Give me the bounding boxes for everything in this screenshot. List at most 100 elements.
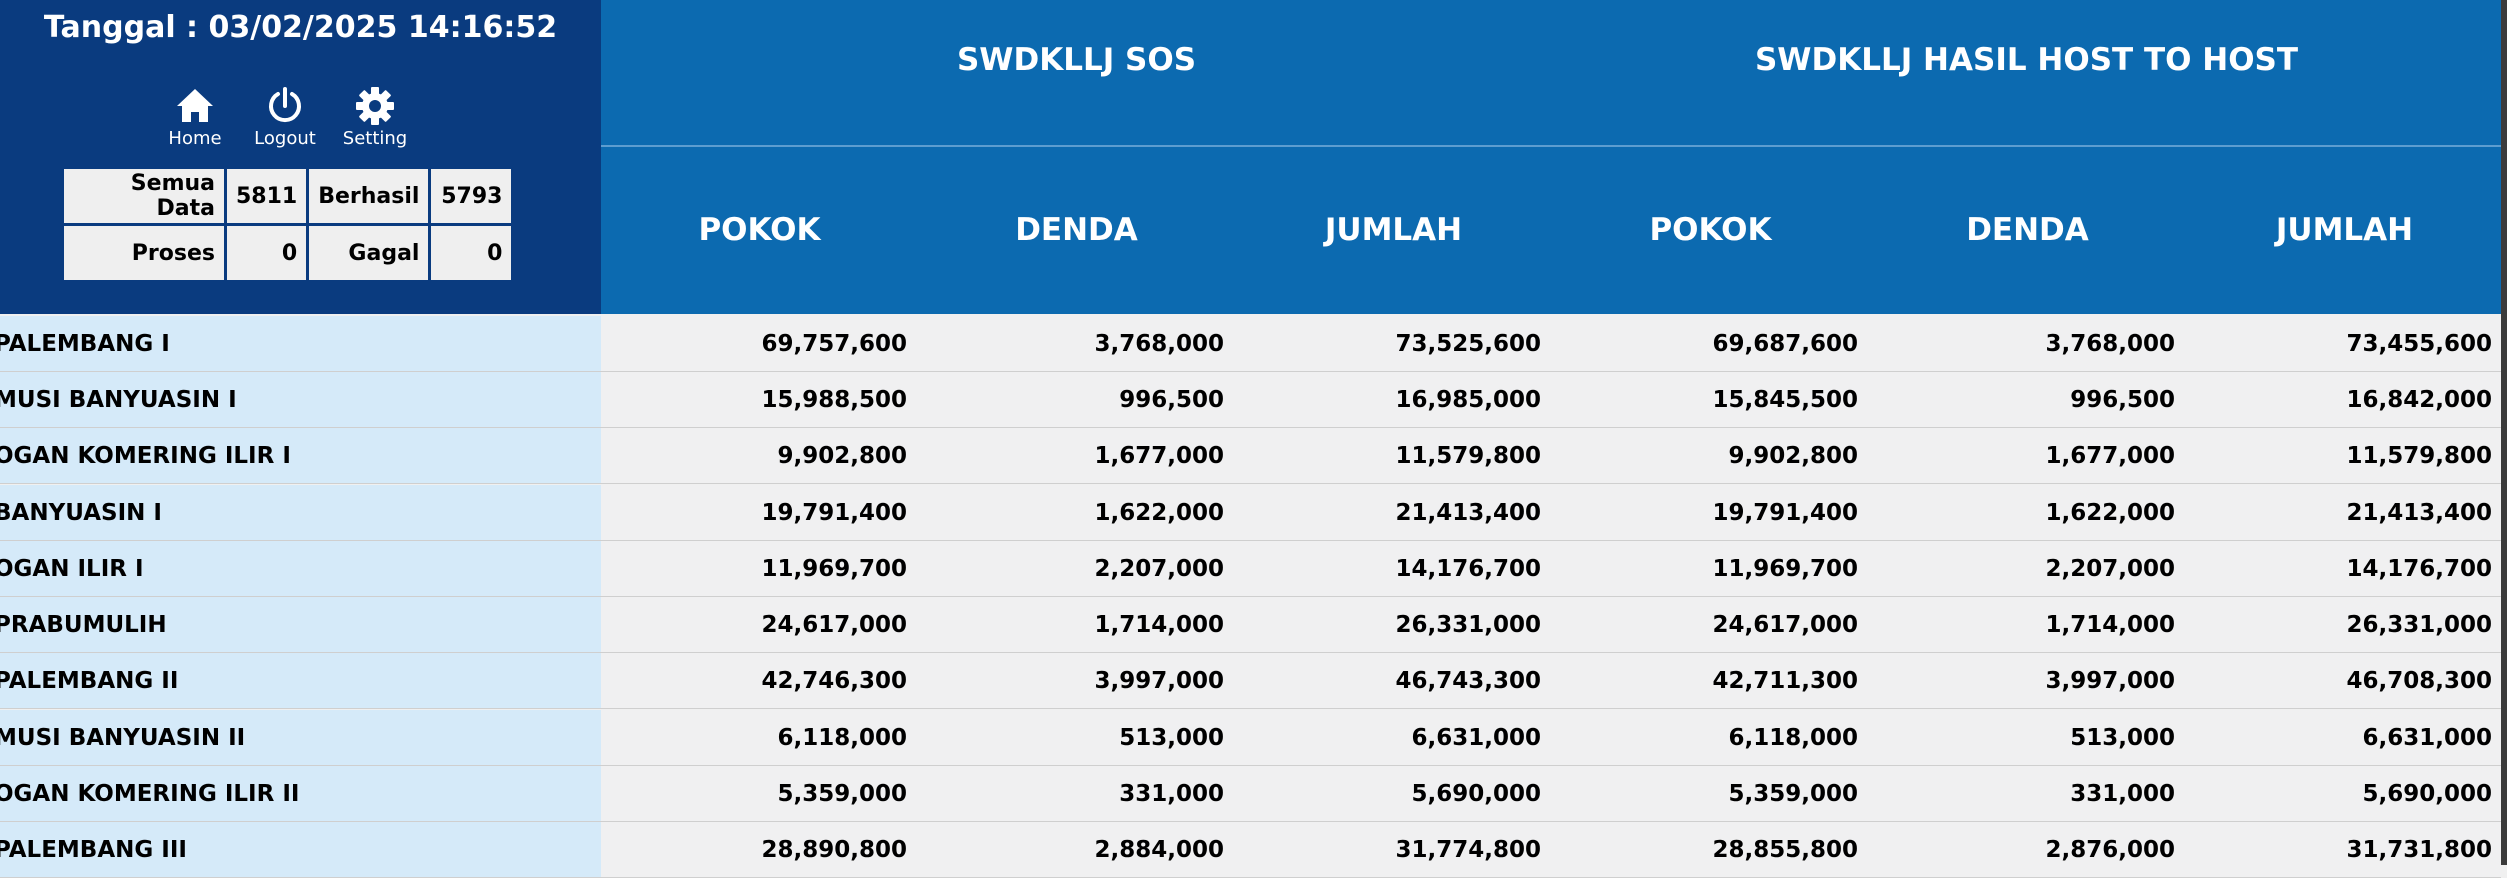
value-cell: 11,579,800	[2346, 443, 2492, 469]
table-row: BANYUASIN I 19,791,400 1,622,000 21,413,400…	[0, 485, 2501, 541]
value-cell: 2,884,000	[1094, 837, 1225, 863]
row-divider	[0, 371, 2501, 372]
value-cell: 46,708,300	[2346, 668, 2492, 694]
datetime-label: Tanggal : 03/02/2025 14:16:52	[43, 10, 558, 45]
value-cells: 28,890,800 2,884,000 31,774,800 28,855,800 2…	[601, 822, 2501, 878]
column-header-denda-sos: DENDA	[1015, 212, 1138, 248]
value-cell: 31,774,800	[1395, 837, 1541, 863]
value-cell: 16,985,000	[1395, 387, 1541, 413]
value-cell: 1,622,000	[1094, 500, 1225, 526]
region-name: PALEMBANG II	[0, 668, 179, 694]
value-cell: 6,631,000	[1411, 725, 1542, 751]
value-cell: 2,207,000	[2045, 556, 2176, 582]
value-cell: 9,902,800	[1728, 443, 1859, 469]
region-name: PALEMBANG III	[0, 837, 187, 863]
region-cell: OGAN KOMERING ILIR I	[0, 428, 601, 484]
value-cell: 1,677,000	[2045, 443, 2176, 469]
value-cell: 996,500	[1119, 387, 1224, 413]
stat-value-gagal: 0	[431, 226, 512, 280]
value-cell: 11,969,700	[761, 556, 907, 582]
stat-label-semua: Semua Data	[64, 169, 224, 223]
row-divider	[0, 652, 2501, 653]
logout-button[interactable]: Logout	[240, 86, 330, 149]
region-name: BANYUASIN I	[0, 500, 162, 526]
column-header-denda-host: DENDA	[1966, 212, 2089, 248]
value-cell: 69,757,600	[761, 331, 907, 357]
value-cell: 6,631,000	[2362, 725, 2493, 751]
value-cell: 28,855,800	[1712, 837, 1858, 863]
column-header-pokok-host: POKOK	[1649, 212, 1772, 248]
stats-table: Semua Data 5811 Berhasil 5793 Proses 0 G…	[61, 166, 514, 283]
value-cell: 26,331,000	[2346, 612, 2492, 638]
region-name: OGAN KOMERING ILIR I	[0, 443, 291, 469]
table-row: OGAN ILIR I 11,969,700 2,207,000 14,176,700…	[0, 541, 2501, 597]
region-name: PALEMBANG I	[0, 331, 170, 357]
header-divider	[601, 145, 2501, 147]
value-cell: 73,455,600	[2346, 331, 2492, 357]
value-cell: 6,118,000	[1728, 725, 1859, 751]
stat-label-gagal: Gagal	[309, 226, 429, 280]
column-header-pokok-sos: POKOK	[698, 212, 821, 248]
value-cell: 21,413,400	[2346, 500, 2492, 526]
value-cell: 1,714,000	[1094, 612, 1225, 638]
value-cell: 14,176,700	[1395, 556, 1541, 582]
value-cell: 15,988,500	[761, 387, 907, 413]
value-cell: 3,768,000	[2045, 331, 2176, 357]
stat-value-semua: 5811	[227, 169, 307, 223]
value-cell: 513,000	[2070, 725, 2175, 751]
table-row: OGAN KOMERING ILIR I 9,902,800 1,677,000 11…	[0, 428, 2501, 484]
value-cell: 331,000	[1119, 781, 1224, 807]
value-cell: 1,622,000	[2045, 500, 2176, 526]
value-cell: 16,842,000	[2346, 387, 2492, 413]
value-cell: 15,845,500	[1712, 387, 1858, 413]
region-name: OGAN KOMERING ILIR II	[0, 781, 300, 807]
value-cell: 21,413,400	[1395, 500, 1541, 526]
value-cell: 513,000	[1119, 725, 1224, 751]
value-cell: 46,743,300	[1395, 668, 1541, 694]
column-header-jumlah-sos: JUMLAH	[1324, 212, 1463, 248]
value-cell: 69,687,600	[1712, 331, 1858, 357]
row-divider	[0, 765, 2501, 766]
value-cell: 5,359,000	[777, 781, 908, 807]
value-cell: 3,997,000	[1094, 668, 1225, 694]
nav-icons: Home Logout	[150, 86, 420, 149]
value-cell: 5,690,000	[1411, 781, 1542, 807]
region-name: MUSI BANYUASIN I	[0, 387, 237, 413]
value-cell: 11,579,800	[1395, 443, 1541, 469]
group-header-host: SWDKLLJ HASIL HOST TO HOST	[1754, 42, 2299, 78]
value-cell: 24,617,000	[1712, 612, 1858, 638]
row-divider	[0, 708, 2501, 709]
row-divider	[0, 596, 2501, 597]
column-header-jumlah-host: JUMLAH	[2275, 212, 2414, 248]
table-row: MUSI BANYUASIN II 6,118,000 513,000 6,631,0…	[0, 710, 2501, 766]
home-button[interactable]: Home	[150, 86, 240, 149]
table-header: SWDKLLJ SOS SWDKLLJ HASIL HOST TO HOST P…	[601, 0, 2501, 314]
value-cell: 1,714,000	[2045, 612, 2176, 638]
stat-label-berhasil: Berhasil	[309, 169, 429, 223]
table-row: PRABUMULIH 24,617,000 1,714,000 26,331,000 2…	[0, 597, 2501, 653]
region-cell: PALEMBANG III	[0, 822, 601, 878]
value-cell: 2,207,000	[1094, 556, 1225, 582]
region-cell: PRABUMULIH	[0, 597, 601, 653]
value-cell: 11,969,700	[1712, 556, 1858, 582]
dashboard-header-panel: Tanggal : 03/02/2025 14:16:52 Home Logou…	[0, 0, 601, 314]
value-cell: 31,731,800	[2346, 837, 2492, 863]
value-cell: 24,617,000	[761, 612, 907, 638]
value-cell: 5,690,000	[2362, 781, 2493, 807]
table-row: PALEMBANG I 69,757,600 3,768,000 73,525,600…	[0, 316, 2501, 372]
value-cell: 9,902,800	[777, 443, 908, 469]
row-divider	[0, 821, 2501, 822]
home-label: Home	[168, 128, 222, 149]
gear-icon	[356, 87, 394, 125]
region-cell: BANYUASIN I	[0, 485, 601, 541]
value-cells: 9,902,800 1,677,000 11,579,800 9,902,800 1,6…	[601, 428, 2501, 484]
value-cell: 26,331,000	[1395, 612, 1541, 638]
value-cell: 28,890,800	[761, 837, 907, 863]
table-row: OGAN KOMERING ILIR II 5,359,000 331,000 5,6…	[0, 766, 2501, 822]
value-cell: 3,997,000	[2045, 668, 2176, 694]
value-cell: 2,876,000	[2045, 837, 2176, 863]
value-cell: 14,176,700	[2346, 556, 2492, 582]
table-row: MUSI BANYUASIN I 15,988,500 996,500 16,985,…	[0, 372, 2501, 428]
group-header-sos: SWDKLLJ SOS	[956, 42, 1197, 78]
setting-button[interactable]: Setting	[330, 86, 420, 149]
